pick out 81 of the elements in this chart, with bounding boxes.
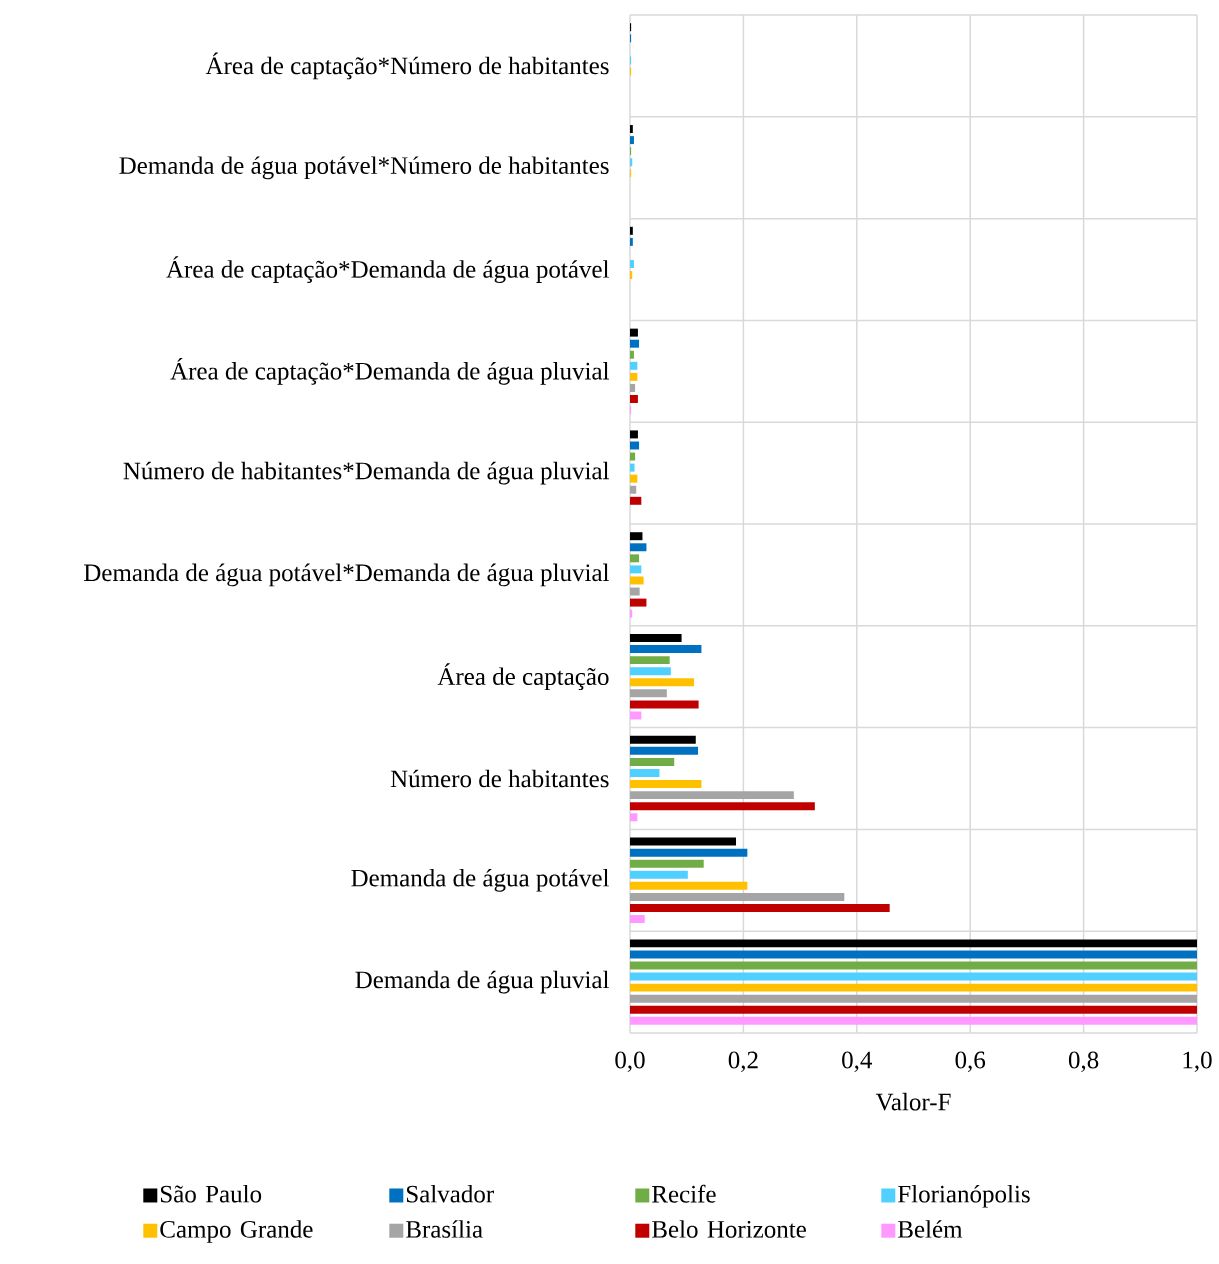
legend-label: Florianópolis — [898, 1184, 1030, 1208]
bar — [629, 1016, 1197, 1025]
bar — [629, 972, 1197, 981]
bar — [629, 576, 644, 585]
y-tick-label: Área de captação*Demanda de água pluvial — [170, 357, 610, 385]
bar — [629, 813, 638, 822]
bar — [629, 678, 695, 687]
bar — [629, 1005, 1197, 1014]
bar — [629, 372, 638, 381]
legend-label: Belo Horizonte — [652, 1220, 806, 1238]
bar — [629, 565, 642, 574]
bar — [629, 667, 671, 676]
bar — [629, 645, 702, 654]
bar — [629, 746, 699, 755]
bar — [629, 656, 670, 665]
bar — [629, 848, 748, 857]
x-tick-label: 0,2 — [728, 1051, 758, 1072]
y-tick-label: Demanda de água potável*Demanda de água pluvial — [84, 563, 610, 587]
bar — [629, 950, 1197, 959]
bar — [629, 700, 699, 709]
bar — [629, 892, 845, 901]
y-tick-label: Área de captação*Número de habitantes — [205, 52, 609, 80]
bar — [629, 125, 633, 134]
bar — [629, 383, 636, 392]
x-tick-label: 0,0 — [615, 1051, 645, 1072]
y-tick-label: Demanda de água potável*Número de habitantes — [119, 156, 609, 180]
bar — [629, 532, 643, 541]
bar — [629, 802, 815, 811]
x-tick-label: 0,4 — [842, 1051, 873, 1072]
x-axis-title: Valor-F — [875, 1092, 951, 1111]
bar — [629, 598, 647, 607]
bar — [629, 543, 647, 552]
bar — [629, 452, 636, 461]
y-tick-label: Demanda de água potável — [351, 868, 609, 892]
bar — [629, 780, 702, 789]
bar — [629, 485, 637, 494]
y-tick-label: Área de captação*Demanda de água potável — [166, 256, 610, 283]
bar — [629, 983, 1197, 992]
y-tick-label: Número de habitantes*Demanda de água pluvial — [123, 461, 610, 485]
bar — [629, 260, 634, 269]
bar — [629, 634, 682, 642]
legend-label: Recife — [652, 1184, 716, 1203]
bar — [629, 361, 638, 370]
bar — [629, 769, 660, 777]
bar — [629, 903, 890, 912]
bar — [629, 350, 634, 359]
legend-label: Campo Grande — [160, 1220, 313, 1243]
bar — [629, 689, 667, 698]
bar — [629, 881, 748, 890]
bar — [629, 496, 642, 505]
bar — [629, 136, 634, 145]
legend-label: Brasília — [406, 1220, 483, 1238]
legend-label: São Paulo — [160, 1184, 262, 1203]
bar — [629, 791, 794, 800]
bar — [629, 339, 640, 348]
bar — [629, 711, 642, 720]
x-tick-label: 0,6 — [955, 1051, 986, 1072]
bar — [629, 328, 638, 337]
bar — [629, 430, 638, 439]
bar — [629, 474, 638, 483]
x-tick-label: 0,8 — [1068, 1051, 1099, 1072]
y-tick-label: Área de captação — [437, 663, 609, 691]
bar — [629, 859, 704, 868]
bar — [629, 837, 737, 846]
bar — [629, 735, 696, 744]
bar — [629, 226, 633, 235]
bar — [629, 939, 1197, 948]
y-tick-label: Demanda de água pluvial — [355, 970, 609, 994]
bar — [629, 870, 688, 879]
bar — [629, 915, 645, 924]
legend-label: Salvador — [406, 1184, 494, 1203]
bar — [629, 463, 635, 472]
bar — [629, 395, 638, 403]
legend-label: Belém — [898, 1220, 963, 1238]
bar — [629, 994, 1197, 1003]
bar — [629, 554, 640, 563]
y-tick-label: Número de habitantes — [390, 769, 609, 788]
bar — [629, 757, 675, 766]
bar — [629, 237, 633, 246]
bar — [629, 587, 640, 596]
x-tick-label: 1,0 — [1183, 1051, 1212, 1072]
